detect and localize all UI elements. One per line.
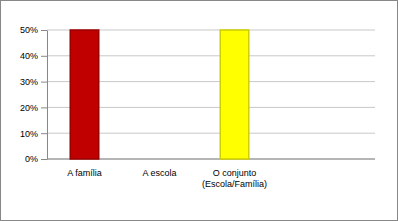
x-tick-label: A família [67,168,102,178]
y-tick: 20% [20,103,47,113]
y-axis-line [47,31,48,160]
bar [220,30,249,159]
y-tick-label: 40% [20,51,38,61]
y-tick-label: 50% [20,25,38,35]
bar [70,30,99,159]
y-tick-label: 10% [20,129,38,139]
y-tick: 50% [20,25,47,35]
y-tick: 40% [20,51,47,61]
y-tick-mark [41,159,47,160]
x-tick: A escola [142,168,176,178]
y-tick-mark [41,30,47,31]
x-tick: O conjunto(Escola/Família) [202,168,267,188]
y-tick-label: 20% [20,103,38,113]
y-tick: 0% [25,154,47,164]
bars [70,30,249,159]
x-tick: A família [67,168,102,178]
y-axis: 0% 10% 20% 30% 40% 50% [20,25,48,164]
y-tick: 30% [20,77,47,87]
y-tick-label: 30% [20,77,38,87]
x-tick-label: O conjunto(Escola/Família) [202,168,267,188]
bar [145,158,174,160]
y-tick-label: 0% [25,154,38,164]
y-tick-mark [41,56,47,57]
y-tick-mark [41,82,47,83]
y-tick-mark [41,133,47,134]
grid [47,30,375,159]
chart: 0% 10% 20% 30% 40% 50% A família A escola O conj… [0,0,398,221]
y-tick-mark [41,107,47,108]
x-tick-label: A escola [142,168,176,178]
x-axis: A família A escola O conjunto(Escola/Famíl… [67,168,267,188]
chart-frame [1,1,398,221]
y-tick: 10% [20,129,47,139]
